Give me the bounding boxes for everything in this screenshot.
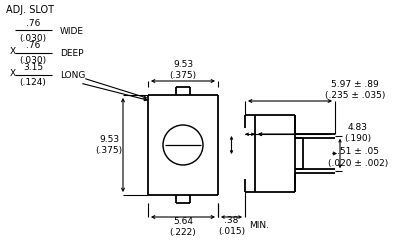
Text: .76: .76 — [26, 42, 40, 50]
Text: 5.97 ± .89
(.235 ± .035): 5.97 ± .89 (.235 ± .035) — [325, 80, 385, 100]
Text: X: X — [10, 47, 16, 57]
Text: (.124): (.124) — [20, 77, 46, 87]
Text: (.030): (.030) — [20, 56, 46, 64]
Text: X: X — [10, 70, 16, 78]
Text: MIN.: MIN. — [250, 221, 270, 231]
Text: WIDE: WIDE — [60, 27, 84, 35]
Text: (.030): (.030) — [20, 33, 46, 43]
Text: 3.15: 3.15 — [23, 63, 43, 73]
Text: 9.53
(.375): 9.53 (.375) — [96, 135, 122, 155]
Text: .51 ± .05
(.020 ± .002): .51 ± .05 (.020 ± .002) — [328, 147, 388, 168]
Text: 9.53
(.375): 9.53 (.375) — [170, 60, 196, 80]
Text: 4.83
(.190): 4.83 (.190) — [344, 123, 372, 143]
Text: LONG: LONG — [60, 71, 85, 79]
Text: 5.64
(.222): 5.64 (.222) — [170, 217, 196, 237]
Text: ADJ. SLOT: ADJ. SLOT — [6, 5, 54, 15]
Text: DEEP: DEEP — [60, 48, 84, 58]
Text: .76: .76 — [26, 19, 40, 29]
Text: .38
(.015): .38 (.015) — [218, 216, 245, 236]
